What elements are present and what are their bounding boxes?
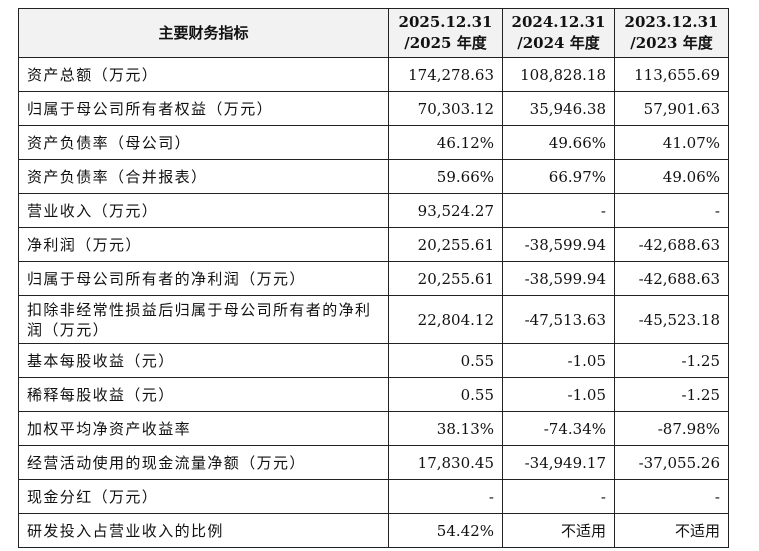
value-cell: -37,055.26 (614, 445, 729, 480)
value-cell: -34,949.17 (502, 445, 615, 480)
table-body: 资产总额（万元） 174,278.63 108,828.18 113,655.69 归属… (18, 57, 729, 548)
table-row: 研发投入占营业收入的比例 54.42% 不适用 不适用 (18, 513, 729, 548)
value-cell: 35,946.38 (502, 91, 615, 126)
value-cell: -45,523.18 (614, 295, 729, 344)
value-cell: -1.05 (502, 343, 615, 378)
value-cell: -1.25 (614, 377, 729, 412)
table-row: 稀释每股收益（元） 0.55 -1.05 -1.25 (18, 377, 729, 412)
header-cell: 2025.12.31/2025 年度 (388, 8, 503, 58)
table-row: 资产负债率（母公司） 46.12% 49.66% 41.07% (18, 125, 729, 160)
value-cell: 不适用 (502, 513, 615, 548)
value-cell: -1.05 (502, 377, 615, 412)
value-cell: 113,655.69 (614, 57, 729, 92)
value-cell: 57,901.63 (614, 91, 729, 126)
label-cell: 资产总额（万元） (18, 57, 389, 92)
header-text: 主要财务指标 (158, 23, 249, 42)
value-cell: - (502, 479, 615, 514)
value-cell: 66.97% (502, 159, 615, 194)
label-cell: 归属于母公司所有者的净利润（万元） (18, 261, 389, 296)
label-cell: 加权平均净资产收益率 (18, 411, 389, 446)
value-cell: 0.55 (388, 343, 503, 378)
value-cell: 59.66% (388, 159, 503, 194)
table-row: 归属于母公司所有者的净利润（万元） 20,255.61 -38,599.94 -42,… (18, 261, 729, 296)
value-cell: 22,804.12 (388, 295, 503, 344)
header-cell: 主要财务指标 (18, 8, 389, 58)
value-cell: -38,599.94 (502, 261, 615, 296)
value-cell: 38.13% (388, 411, 503, 446)
value-cell: 49.66% (502, 125, 615, 160)
label-cell: 营业收入（万元） (18, 193, 389, 228)
header-text: 2024.12.31 (511, 13, 606, 31)
label-cell: 归属于母公司所有者权益（万元） (18, 91, 389, 126)
value-cell: - (614, 479, 729, 514)
table-row: 经营活动使用的现金流量净额（万元） 17,830.45 -34,949.17 -37,… (18, 445, 729, 480)
value-cell: -1.25 (614, 343, 729, 378)
value-cell: 174,278.63 (388, 57, 503, 92)
value-cell: 54.42% (388, 513, 503, 548)
table-row: 扣除非经常性损益后归属于母公司所有者的净利润（万元） 22,804.12 -47,5… (18, 295, 729, 344)
value-cell: 17,830.45 (388, 445, 503, 480)
table-row: 资产负债率（合并报表） 59.66% 66.97% 49.06% (18, 159, 729, 194)
header-text: 2025.12.31 (398, 13, 493, 31)
label-cell: 稀释每股收益（元） (18, 377, 389, 412)
header-text: /2023 年度 (630, 34, 713, 52)
table-row: 归属于母公司所有者权益（万元） 70,303.12 35,946.38 57,901.… (18, 91, 729, 126)
header-cell: 2024.12.31/2024 年度 (502, 8, 615, 58)
value-cell: 20,255.61 (388, 261, 503, 296)
value-cell: 70,303.12 (388, 91, 503, 126)
header-text: /2024 年度 (517, 34, 600, 52)
label-cell: 基本每股收益（元） (18, 343, 389, 378)
value-cell: -87.98% (614, 411, 729, 446)
value-cell: 41.07% (614, 125, 729, 160)
table-row: 加权平均净资产收益率 38.13% -74.34% -87.98% (18, 411, 729, 446)
table-row: 营业收入（万元） 93,524.27- - (18, 193, 729, 228)
value-cell: -38,599.94 (502, 227, 615, 262)
table-row: 资产总额（万元） 174,278.63 108,828.18 113,655.69 (18, 57, 729, 92)
value-cell: -42,688.63 (614, 261, 729, 296)
value-cell: - (502, 193, 615, 228)
value-cell: - (614, 193, 729, 228)
label-cell: 经营活动使用的现金流量净额（万元） (18, 445, 389, 480)
label-cell: 研发投入占营业收入的比例 (18, 513, 389, 548)
value-cell: 108,828.18 (502, 57, 615, 92)
header-row: 主要财务指标 2025.12.31/2025 年度 2024.12.31/2024 … (18, 8, 729, 58)
table-row: 基本每股收益（元） 0.55 -1.05 -1.25 (18, 343, 729, 378)
header-cell: 2023.12.31/2023 年度 (614, 8, 729, 58)
label-cell: 现金分红（万元） (18, 479, 389, 514)
value-cell: - (388, 479, 503, 514)
label-cell: 资产负债率（母公司） (18, 125, 389, 160)
value-cell: 不适用 (614, 513, 729, 548)
financial-table: 主要财务指标 2025.12.31/2025 年度 2024.12.31/2024 … (18, 8, 729, 548)
value-cell: -74.34% (502, 411, 615, 446)
value-cell: 0.55 (388, 377, 503, 412)
value-cell: -47,513.63 (502, 295, 615, 344)
label-cell: 扣除非经常性损益后归属于母公司所有者的净利润（万元） (18, 295, 389, 344)
value-cell: 46.12% (388, 125, 503, 160)
header-text: /2025 年度 (404, 34, 487, 52)
header-text: 2023.12.31 (624, 13, 719, 31)
table-row: 现金分红（万元） - - - (18, 479, 729, 514)
label-cell: 资产负债率（合并报表） (18, 159, 389, 194)
value-cell: 93,524.27 (388, 193, 503, 228)
table-row: 净利润（万元） 20,255.61 -38,599.94 -42,688.63 (18, 227, 729, 262)
label-cell: 净利润（万元） (18, 227, 389, 262)
value-cell: 49.06% (614, 159, 729, 194)
value-cell: -42,688.63 (614, 227, 729, 262)
value-cell: 20,255.61 (388, 227, 503, 262)
